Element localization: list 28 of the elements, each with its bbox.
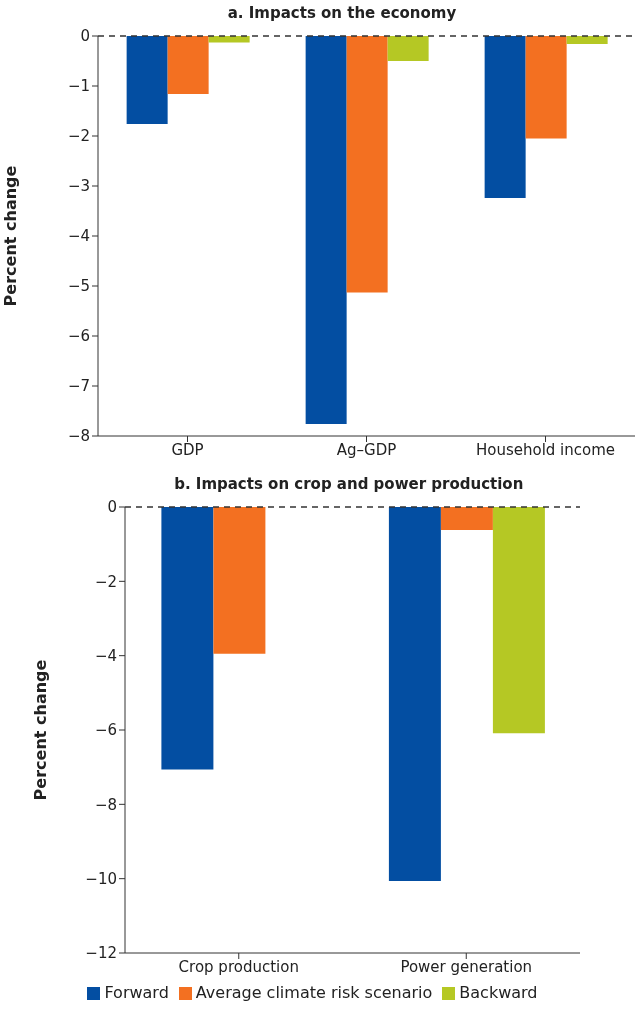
y-tick-label: −8 [94, 795, 117, 814]
y-axis-title: Percent change [0, 165, 20, 307]
x-tick-label: GDP [171, 440, 204, 459]
y-tick-label: −8 [67, 427, 90, 446]
legend-label: Forward [104, 983, 169, 1002]
x-tick-label: Ag–GDP [336, 440, 397, 459]
y-tick-label: 0 [80, 27, 90, 46]
y-tick-label: −2 [67, 127, 90, 146]
y-tick-label: −5 [67, 277, 90, 296]
y-tick-label: −7 [67, 377, 90, 396]
y-tick-label: 0 [107, 498, 117, 517]
x-tick-label: Crop production [178, 957, 299, 976]
chart-title: a. Impacts on the economy [226, 3, 458, 24]
x-tick-label: Power generation [400, 957, 533, 976]
y-tick-label: −3 [67, 177, 90, 196]
y-tick-label: −6 [94, 721, 117, 740]
y-tick-label: −4 [94, 646, 117, 665]
legend-label: Backward [459, 983, 538, 1002]
x-tick-label: Household income [475, 440, 616, 459]
legend-label: Average climate risk scenario [195, 983, 433, 1002]
y-tick-label: −6 [67, 327, 90, 346]
y-tick-label: −1 [67, 77, 90, 96]
y-tick-label: −4 [67, 227, 90, 246]
chart-title: b. Impacts on crop and power production [173, 474, 525, 495]
y-axis-title: Percent change [30, 659, 50, 801]
y-tick-label: −10 [85, 869, 117, 888]
y-tick-label: −12 [85, 944, 117, 963]
y-tick-label: −2 [94, 572, 117, 591]
